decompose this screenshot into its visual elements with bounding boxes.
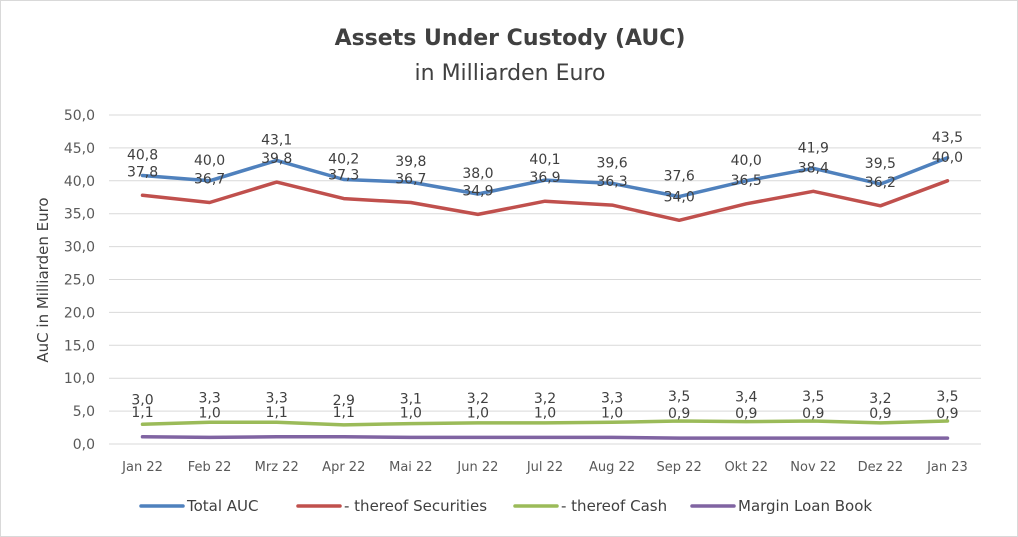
y-axis-label: AuC in Milliarden Euro: [34, 197, 52, 362]
data-label: 40,2: [328, 151, 359, 167]
y-tick-label: 25,0: [64, 273, 95, 289]
x-tick-label: Nov 22: [790, 460, 836, 475]
data-label: 40,8: [127, 148, 158, 164]
data-label: 3,2: [869, 391, 891, 407]
data-label: 36,7: [395, 172, 426, 188]
data-label: 3,1: [400, 392, 422, 408]
data-label: 37,6: [664, 169, 695, 185]
data-label: 40,0: [731, 153, 762, 169]
data-label: 36,5: [731, 173, 762, 189]
y-tick-label: 15,0: [64, 338, 95, 354]
data-label: 3,3: [266, 390, 288, 406]
y-tick-label: 0,0: [73, 437, 95, 453]
data-label: 34,0: [664, 189, 695, 205]
data-label: 3,3: [198, 390, 220, 406]
data-label: 39,8: [261, 151, 292, 167]
data-label: 1,0: [400, 405, 422, 421]
data-label: 3,0: [131, 392, 153, 408]
data-label: 0,9: [735, 406, 757, 422]
data-label: 1,0: [601, 405, 623, 421]
series-line: [140, 156, 950, 199]
data-label: 37,8: [127, 164, 158, 180]
data-label: 0,9: [802, 406, 824, 422]
series-line: [140, 435, 950, 440]
y-tick-label: 40,0: [64, 174, 95, 190]
data-label: 3,5: [936, 389, 958, 405]
data-label: 1,0: [534, 405, 556, 421]
data-label: 39,5: [865, 156, 896, 172]
data-label: 43,5: [932, 130, 963, 146]
data-label: 0,9: [869, 406, 891, 422]
data-label: 1,1: [333, 405, 355, 421]
data-label: 43,1: [261, 132, 292, 148]
data-label: 41,9: [798, 140, 829, 156]
y-tick-labels: 0,0 5,0 10,0 15,0 20,0 25,0 30,0 35,0 40,0 45,0 50…: [64, 108, 95, 453]
x-tick-label: Jan 23: [926, 460, 968, 475]
data-label: 40,1: [529, 152, 560, 168]
data-label: 3,5: [668, 389, 690, 405]
data-label: 1,0: [467, 405, 489, 421]
x-tick-label: Feb 22: [188, 460, 232, 475]
x-tick-labels: Jan 22 Feb 22 Mrz 22 Apr 22 Mai 22 Jun 22 Jul …: [121, 460, 968, 475]
data-label: 36,3: [596, 174, 627, 190]
data-label: 1,1: [131, 405, 153, 421]
series-layer: [140, 156, 950, 440]
legend-label: - thereof Cash: [561, 497, 667, 515]
data-label: 0,9: [936, 406, 958, 422]
x-tick-label: Jan 22: [121, 460, 163, 475]
data-label: 3,5: [802, 389, 824, 405]
legend: Total AUC - thereof Securities - thereof C…: [139, 497, 872, 515]
series-line: [140, 419, 950, 427]
data-label: 1,1: [266, 405, 288, 421]
data-label: 40,0: [932, 150, 963, 166]
data-label: 3,2: [467, 391, 489, 407]
y-tick-label: 35,0: [64, 207, 95, 223]
data-label: 3,3: [601, 390, 623, 406]
legend-label: - thereof Securities: [344, 497, 487, 515]
x-tick-label: Jul 22: [526, 460, 563, 475]
data-label: 3,2: [534, 391, 556, 407]
data-label: 3,4: [735, 390, 757, 406]
chart-title: Assets Under Custody (AUC): [335, 26, 686, 51]
x-tick-label: Mai 22: [389, 460, 432, 475]
data-label: 0,9: [668, 406, 690, 422]
data-label: 1,0: [198, 405, 220, 421]
x-tick-label: Aug 22: [589, 460, 635, 475]
y-tick-label: 45,0: [64, 141, 95, 157]
y-tick-label: 50,0: [64, 108, 95, 124]
y-tick-label: 20,0: [64, 305, 95, 321]
data-label: 36,9: [529, 170, 560, 186]
data-label-layer: 40,8 40,0 43,1 40,2 39,8 38,0 40,1 39,6 37,6 40,0…: [127, 130, 963, 422]
y-tick-label: 5,0: [73, 404, 95, 420]
x-tick-label: Jun 22: [456, 460, 498, 475]
x-tick-label: Mrz 22: [255, 460, 299, 475]
chart-subtitle: in Milliarden Euro: [415, 61, 606, 86]
data-label: 37,3: [328, 168, 359, 184]
y-tick-label: 10,0: [64, 371, 95, 387]
legend-label: Total AUC: [186, 497, 259, 515]
series-line: [140, 179, 950, 223]
data-label: 40,0: [194, 153, 225, 169]
y-tick-label: 30,0: [64, 240, 95, 256]
data-label: 39,8: [395, 154, 426, 170]
x-tick-label: Sep 22: [657, 460, 702, 475]
data-label: 38,4: [798, 160, 829, 176]
data-label: 36,2: [865, 175, 896, 191]
data-label: 38,0: [462, 166, 493, 182]
data-label: 39,6: [596, 155, 627, 171]
data-label: 36,7: [194, 172, 225, 188]
data-label: 34,9: [462, 183, 493, 199]
legend-label: Margin Loan Book: [738, 497, 872, 515]
x-tick-label: Apr 22: [322, 460, 365, 475]
x-tick-label: Okt 22: [724, 460, 768, 475]
data-label: 2,9: [333, 393, 355, 409]
x-tick-label: Dez 22: [858, 460, 904, 475]
